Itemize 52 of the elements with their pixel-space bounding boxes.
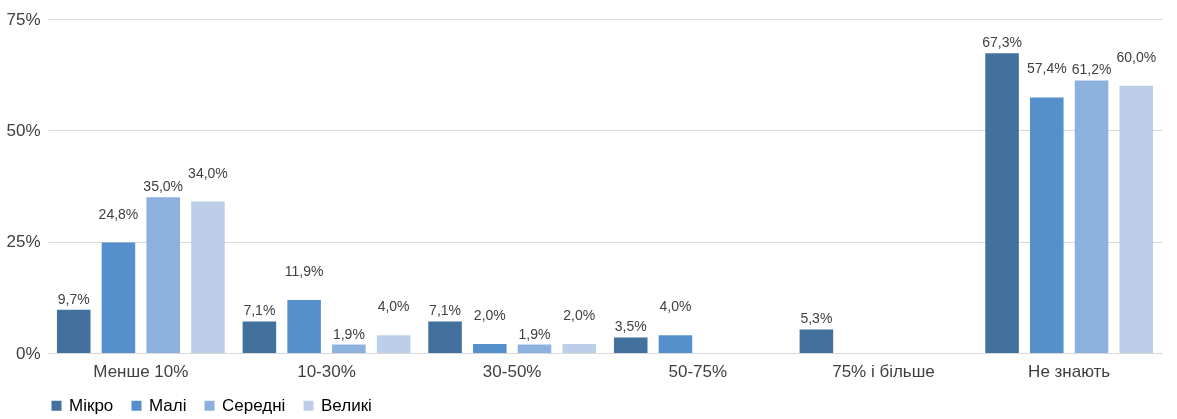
legend-label: Малі xyxy=(149,395,187,415)
x-tick-label: Не знають xyxy=(1028,361,1111,381)
y-tick-label: 75% xyxy=(6,9,41,29)
data-label: 11,9% xyxy=(284,263,324,280)
bar xyxy=(985,53,1019,353)
data-label: 61,2% xyxy=(1071,61,1112,78)
data-label: 24,8% xyxy=(98,205,139,222)
x-tick-label: 50-75% xyxy=(668,361,728,381)
data-label: 7,1% xyxy=(429,302,462,319)
y-tick-label: 0% xyxy=(15,343,41,363)
bar xyxy=(428,321,462,353)
data-label: 1,9% xyxy=(332,325,365,342)
bar xyxy=(242,321,277,353)
bar xyxy=(146,197,180,353)
data-label: 57,4% xyxy=(1026,60,1067,77)
bar xyxy=(473,344,507,353)
legend-label: Великі xyxy=(321,395,372,415)
bar xyxy=(658,335,693,353)
data-label: 5,3% xyxy=(800,310,833,327)
data-label: 60,0% xyxy=(1116,48,1157,65)
data-label: 67,3% xyxy=(982,34,1022,51)
bar xyxy=(101,242,136,353)
data-label: 34,0% xyxy=(188,164,228,181)
legend-label: Середні xyxy=(222,395,286,415)
data-label: 3,5% xyxy=(614,318,647,335)
data-label: 35,0% xyxy=(143,178,184,195)
x-tick-label: Менше 10% xyxy=(93,361,189,381)
data-label: 2,0% xyxy=(563,307,596,324)
bar xyxy=(191,201,225,353)
bar xyxy=(1119,85,1154,353)
bar xyxy=(376,335,411,353)
bar xyxy=(613,337,648,353)
y-tick-label: 25% xyxy=(6,232,41,252)
bar xyxy=(1030,97,1064,353)
x-tick-label: 75% і більше xyxy=(832,361,935,381)
x-tick-label: 10-30% xyxy=(297,361,356,381)
data-label: 7,1% xyxy=(243,302,276,319)
bar xyxy=(56,309,91,353)
bar xyxy=(287,300,321,353)
data-label: 9,7% xyxy=(57,290,90,307)
data-label: 4,0% xyxy=(659,298,692,315)
legend-label: Мікро xyxy=(69,395,114,415)
bar xyxy=(517,344,552,353)
data-label: 2,0% xyxy=(473,307,506,324)
y-tick-label: 50% xyxy=(6,120,41,140)
bar xyxy=(332,344,366,353)
bar xyxy=(562,344,597,353)
data-label: 4,0% xyxy=(377,298,410,315)
x-tick-label: 30-50% xyxy=(482,361,542,381)
data-label: 1,9% xyxy=(518,325,551,342)
bar xyxy=(1074,80,1109,353)
bar xyxy=(799,329,834,353)
